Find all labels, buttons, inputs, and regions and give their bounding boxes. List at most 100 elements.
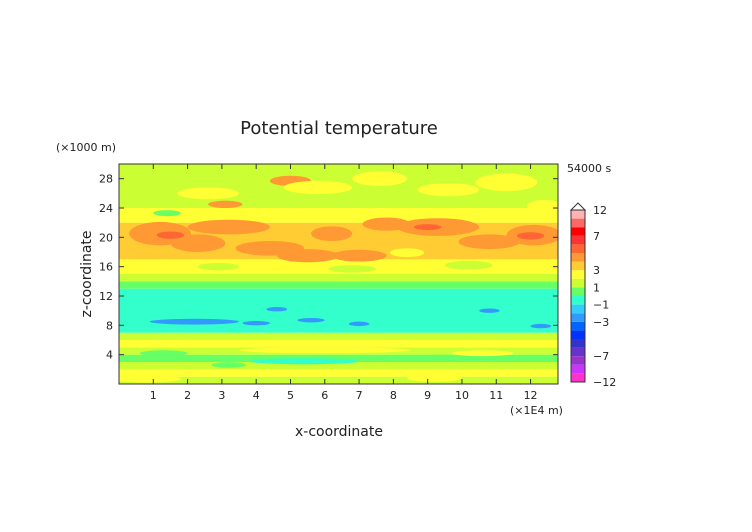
- colorbar-swatch: [571, 321, 585, 331]
- colorbar-label: −12: [593, 376, 616, 389]
- colorbar-swatch: [571, 373, 585, 382]
- contour-blob-23: [197, 263, 240, 271]
- contour-blob-29: [297, 318, 325, 323]
- colorbar-swatch: [571, 347, 585, 357]
- chart-title: Potential temperature: [240, 118, 438, 139]
- contour-blob-6: [331, 249, 387, 262]
- x-tick-label: 8: [390, 389, 397, 402]
- y-axis-label: z-coordinate: [79, 230, 95, 317]
- colorbar-label: −3: [593, 316, 609, 329]
- x-tick-label: 4: [253, 389, 260, 402]
- contour-blob-31: [530, 323, 552, 329]
- plot-area: [119, 164, 558, 384]
- x-tick-label: 1: [150, 389, 157, 402]
- contour-blob-18: [352, 171, 408, 187]
- contour-blob-21: [527, 199, 558, 212]
- band-12: [119, 208, 558, 223]
- x-tick-label: 11: [489, 389, 503, 402]
- contour-blob-2: [187, 219, 270, 235]
- colorbar-swatch: [571, 253, 585, 262]
- colorbar-swatch: [571, 339, 585, 348]
- contour-blob-41: [407, 374, 462, 382]
- contour-blob-17: [283, 180, 353, 195]
- time-label: 54000 s: [567, 162, 611, 175]
- contour-blob-25: [444, 260, 493, 270]
- contour-blob-40: [119, 375, 181, 383]
- band-2: [119, 362, 558, 370]
- colorbar-swatch: [571, 227, 585, 236]
- colorbar-swatch: [571, 218, 585, 228]
- plot-frame: [118, 163, 559, 385]
- contour-blob-33: [479, 308, 500, 313]
- contour-blob-9: [458, 234, 521, 250]
- contour-blob-26: [389, 248, 425, 258]
- y-tick-label: 20: [99, 231, 113, 244]
- colorbar-swatch: [571, 235, 585, 245]
- colorbar-swatch: [571, 356, 585, 365]
- contour-blob-15: [516, 232, 545, 240]
- colorbar-label: 7: [593, 230, 600, 243]
- y-tick-label: 4: [106, 349, 113, 362]
- y-tick-label: 16: [99, 261, 113, 274]
- x-axis-label: x-coordinate: [295, 424, 383, 440]
- y-ticks: 4 8 12 16 20 24 28: [99, 173, 558, 362]
- colorbar-swatch: [571, 364, 585, 374]
- colorbar-swatch: [571, 313, 585, 322]
- y-tick-label: 28: [99, 173, 113, 186]
- contour-blob-1: [170, 234, 226, 252]
- colorbar-label: 12: [593, 204, 607, 217]
- contour-blob-14: [413, 224, 442, 230]
- colorbar-swatch: [571, 210, 585, 219]
- contour-blob-22: [153, 210, 181, 217]
- y-tick-label: 8: [106, 319, 113, 332]
- y-unit-label: (×1000 m): [56, 141, 116, 154]
- contour-blob-28: [242, 320, 270, 326]
- colorbar-swatch: [571, 261, 585, 271]
- contour-blob-4: [276, 249, 339, 263]
- contour-blob-39: [451, 350, 514, 357]
- x-tick-label: 9: [424, 389, 431, 402]
- band-0: [119, 376, 558, 384]
- contour-blob-16: [177, 187, 240, 200]
- colorbar-swatch: [571, 296, 585, 305]
- colorbar-swatch: [571, 287, 585, 296]
- x-tick-label: 6: [321, 389, 328, 402]
- x-tick-label: 7: [356, 389, 363, 402]
- colorbar-swatch: [571, 304, 585, 314]
- contour-blob-13: [156, 231, 185, 239]
- y-tick-label: 24: [99, 202, 113, 215]
- x-ticks: 1 2 3 4 5 6 7 8 9 10 11 12: [150, 164, 538, 402]
- contour-blob-24: [328, 265, 377, 273]
- band-3: [119, 354, 558, 362]
- colorbar-swatch: [571, 270, 585, 279]
- contour-blob-12: [208, 200, 243, 208]
- x-tick-label: 12: [524, 389, 538, 402]
- x-tick-label: 3: [218, 389, 225, 402]
- contour-blob-38: [239, 347, 411, 354]
- contour-blob-34: [139, 350, 188, 357]
- x-tick-label: 5: [287, 389, 294, 402]
- colorbar-swatch: [571, 330, 585, 339]
- contour-blob-32: [266, 307, 288, 312]
- colorbar-label: −7: [593, 350, 609, 363]
- contour-blob-37: [211, 362, 246, 368]
- band-6: [119, 332, 558, 340]
- colorbar-frame: [570, 209, 586, 383]
- y-tick-label: 12: [99, 290, 113, 303]
- colorbar-label: 1: [593, 281, 600, 294]
- colorbar-swatch: [571, 244, 585, 253]
- colorbar-swatch: [571, 278, 585, 288]
- contour-blob-27: [149, 318, 240, 325]
- band-1: [119, 369, 558, 377]
- contour-blob-5: [311, 226, 353, 242]
- band-8: [119, 281, 558, 289]
- x-unit-label: (×1E4 m): [510, 404, 563, 417]
- contour-blob-30: [348, 321, 370, 327]
- contour-blob-36: [407, 354, 476, 361]
- band-9: [119, 274, 558, 282]
- colorbar-arrow: [569, 202, 587, 211]
- colorbar-label: −1: [593, 299, 609, 312]
- contour-blob-20: [475, 173, 538, 192]
- contour-blob-35: [249, 358, 360, 365]
